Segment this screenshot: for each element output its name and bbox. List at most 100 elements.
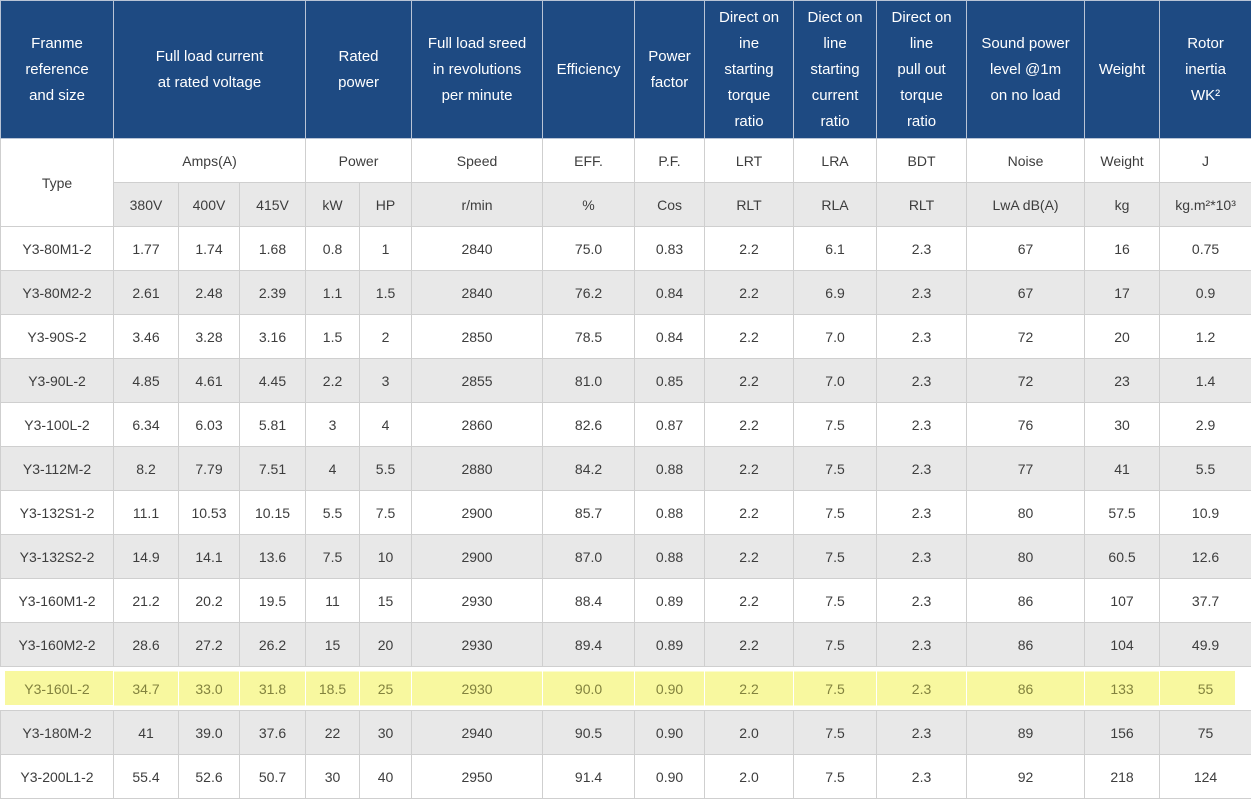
subheader-amps: Amps(A): [112, 138, 307, 183]
value-cell: 218: [1084, 754, 1161, 799]
value-cell: 6.9: [793, 270, 878, 315]
header-frame-reference: Franme reference and size: [0, 0, 114, 139]
header-row-units: 380V 400V 415V kW HP r/min % Cos RLT RLA…: [1, 182, 1251, 227]
table-row: Y3-132S2-2 14.9 14.1 13.6 7.5 10 2900 87.0 0.88 2…: [0, 534, 1251, 579]
header-dol-starting-torque: Direct on ine starting torque ratio: [704, 0, 795, 139]
value-cell: 3.16: [238, 314, 307, 359]
value-cell: 37.6: [238, 710, 307, 755]
value-cell: 81.0: [542, 358, 636, 403]
value-cell: 78.5: [542, 314, 636, 359]
header-rated-power: Rated power: [305, 0, 413, 139]
table-row: Y3-112M-2 8.2 7.79 7.51 4 5.5 2880 84.2 0.88 2.2 7…: [0, 446, 1251, 491]
value-cell: 107: [1084, 578, 1161, 623]
value-cell: 2950: [411, 754, 544, 799]
value-cell: 6.34: [113, 402, 179, 447]
value-cell: 1.2: [1159, 314, 1251, 359]
value-cell: 124: [1159, 754, 1251, 799]
value-cell: 5.5: [305, 490, 361, 535]
value-cell: 30: [305, 754, 361, 799]
value-cell: 82.6: [542, 402, 636, 447]
value-cell: 20: [359, 622, 413, 667]
type-cell: Y3-80M1-2: [0, 226, 114, 271]
value-cell: 52.6: [178, 754, 240, 799]
header-dol-pullout-torque: Direct on line pull out torque ratio: [876, 0, 968, 139]
value-cell: 34.7: [113, 666, 179, 711]
value-cell: 2.2: [704, 226, 795, 271]
value-cell: 5.5: [1159, 446, 1251, 491]
value-cell: 33.0: [178, 666, 240, 711]
value-cell: 7.0: [793, 358, 878, 403]
value-cell: 11: [305, 578, 361, 623]
value-cell: 7.5: [793, 754, 878, 799]
value-cell: 4: [359, 402, 413, 447]
value-cell: 2930: [411, 666, 543, 711]
value-cell: 0.84: [634, 270, 706, 315]
value-cell: 8.2: [113, 446, 179, 491]
table-row: Y3-90S-2 3.46 3.28 3.16 1.5 2 2850 78.5 0.84 2.2 7…: [0, 314, 1251, 359]
value-cell: 2.2: [704, 314, 795, 359]
table-row: Y3-132S1-2 11.1 10.53 10.15 5.5 7.5 2900 85.7 0.…: [0, 490, 1251, 535]
value-cell: 28.6: [113, 622, 179, 667]
table-row: Y3-200L1-2 55.4 52.6 50.7 30 40 2950 91.4 0.90 2.…: [0, 754, 1251, 799]
value-cell: 75: [1159, 710, 1251, 755]
value-cell: 0.88: [634, 446, 706, 491]
value-cell: 156: [1084, 710, 1161, 755]
value-cell: 2.61: [113, 270, 179, 315]
value-cell: 13.6: [238, 534, 307, 579]
value-cell: 31.8: [239, 666, 306, 711]
value-cell: 3.46: [113, 314, 179, 359]
value-cell: 1.5: [359, 270, 413, 315]
value-cell: 0.90: [634, 710, 706, 755]
unit-rlt2: RLT: [876, 182, 968, 227]
value-cell: 49.9: [1159, 622, 1251, 667]
unit-rlt: RLT: [704, 182, 795, 227]
value-cell: 86: [966, 666, 1085, 711]
value-cell: 1.5: [305, 314, 361, 359]
value-cell: 1.77: [113, 226, 179, 271]
header-power-factor: Power factor: [634, 0, 706, 139]
value-cell: 7.5: [793, 578, 878, 623]
value-cell: 0.83: [634, 226, 706, 271]
value-cell: 0.89: [634, 622, 706, 667]
type-cell: Y3-100L-2: [0, 402, 114, 447]
value-cell: 90.0: [542, 666, 635, 711]
value-cell: 2.3: [876, 578, 968, 623]
value-cell: 4: [305, 446, 361, 491]
header-weight: Weight: [1084, 0, 1161, 139]
unit-kg: kg: [1084, 182, 1161, 227]
value-cell: 22: [305, 710, 361, 755]
value-cell: 76: [966, 402, 1086, 447]
value-cell: 37.7: [1159, 578, 1251, 623]
value-cell: 75.0: [542, 226, 636, 271]
value-cell: 26.2: [238, 622, 307, 667]
value-cell: 2.0: [704, 754, 795, 799]
value-cell: 20: [1084, 314, 1161, 359]
value-cell: 104: [1084, 622, 1161, 667]
value-cell: 1.68: [238, 226, 307, 271]
value-cell: 57.5: [1084, 490, 1161, 535]
value-cell: 30: [1084, 402, 1161, 447]
value-cell: 2.3: [876, 754, 968, 799]
type-cell: Y3-160M2-2: [0, 622, 114, 667]
value-cell: 27.2: [178, 622, 240, 667]
value-cell: 14.1: [178, 534, 240, 579]
value-cell: 2840: [411, 270, 544, 315]
value-cell: 2.3: [876, 270, 968, 315]
subheader-pf: P.F.: [634, 138, 706, 183]
value-cell: 2.39: [238, 270, 307, 315]
header-rotor-inertia: Rotor inertia WK²: [1159, 0, 1251, 139]
value-cell: 2.2: [704, 490, 795, 535]
table-row: Y3-180M-2 41 39.0 37.6 22 30 2940 90.5 0.90 2.0 7.…: [0, 710, 1251, 755]
subheader-type: Type: [0, 138, 114, 227]
header-row-main: Franme reference and size Full load curr…: [0, 0, 1251, 139]
value-cell: 1.74: [178, 226, 240, 271]
value-cell: 67: [966, 226, 1086, 271]
value-cell: 6.1: [793, 226, 878, 271]
subheader-bdt: BDT: [876, 138, 968, 183]
value-cell: 17: [1084, 270, 1161, 315]
value-cell: 1: [359, 226, 413, 271]
value-cell: 3.28: [178, 314, 240, 359]
type-cell: Y3-160L-2: [0, 666, 114, 711]
value-cell: 91.4: [542, 754, 636, 799]
value-cell: 4.85: [113, 358, 179, 403]
